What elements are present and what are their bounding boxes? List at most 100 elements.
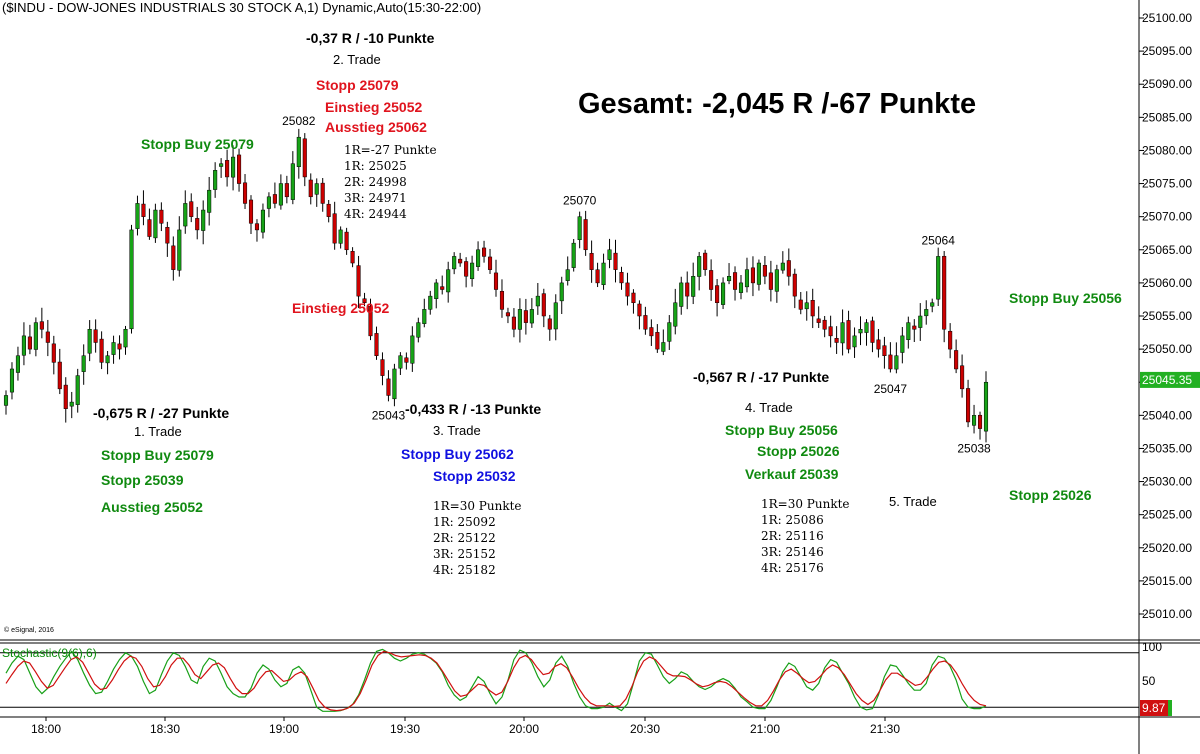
candle-body bbox=[936, 256, 941, 300]
candle-body bbox=[159, 209, 164, 224]
price-tick-label: 25020.00 bbox=[1142, 541, 1192, 555]
candle-body bbox=[499, 291, 505, 310]
candle-body bbox=[75, 375, 80, 405]
price-extreme-label: 25082 bbox=[282, 114, 316, 128]
candle-body bbox=[703, 252, 708, 270]
candle-body bbox=[386, 378, 391, 396]
time-tick-label: 19:00 bbox=[269, 722, 299, 736]
annotation-t1-title: 1. Trade bbox=[134, 424, 182, 439]
candle-body bbox=[428, 295, 433, 310]
candle-body bbox=[679, 282, 684, 307]
t4-rblock-line: 1R: 25086 bbox=[761, 513, 824, 527]
candle-body bbox=[284, 183, 289, 198]
candle-body bbox=[649, 327, 654, 337]
candle-body bbox=[535, 295, 540, 307]
candle-body bbox=[721, 282, 726, 305]
candle-body bbox=[948, 330, 953, 350]
candle-body bbox=[571, 242, 576, 268]
candle-body bbox=[248, 199, 254, 224]
annotation-t3-result: -0,433 R / -13 Punkte bbox=[405, 401, 542, 417]
t3-rblock-line: 4R: 25182 bbox=[433, 563, 496, 577]
candle-body bbox=[231, 156, 236, 178]
annotation-t4-verkauf: Verkauf 25039 bbox=[745, 466, 839, 482]
candle-body bbox=[314, 183, 319, 195]
candle-body bbox=[9, 368, 15, 393]
candle-body bbox=[278, 183, 283, 206]
candle-body bbox=[858, 328, 863, 334]
candle-body bbox=[332, 213, 337, 244]
candle-body bbox=[487, 256, 493, 270]
candle-body bbox=[977, 414, 983, 429]
candle-body bbox=[924, 309, 929, 317]
stochastic-panel: 100 50 9.87 bbox=[0, 640, 1172, 716]
candle-body bbox=[147, 219, 152, 237]
price-tick-label: 25060.00 bbox=[1142, 276, 1192, 290]
price-axis: 25010.00 25015.00 25020.00 25025.00 25030.00… bbox=[1139, 11, 1200, 621]
candle-body bbox=[738, 282, 744, 293]
price-extreme-label: 25043 bbox=[372, 408, 406, 422]
candle-body bbox=[350, 251, 355, 264]
chart-title: ($INDU - DOW-JONES INDUSTRIALS 30 STOCK … bbox=[2, 0, 482, 15]
candle-body bbox=[972, 415, 977, 426]
price-tick-label: 25090.00 bbox=[1142, 77, 1192, 91]
candle-body bbox=[123, 328, 128, 348]
price-tick-label: 25085.00 bbox=[1142, 110, 1192, 124]
candle-body bbox=[529, 309, 534, 324]
candle-body bbox=[452, 256, 457, 270]
candle-body bbox=[888, 354, 893, 370]
price-extreme-labels: 25082 25043 25070 25064 25047 25038 bbox=[282, 114, 991, 455]
t4-rblock-line: 4R: 25176 bbox=[761, 561, 824, 575]
candle-body bbox=[631, 292, 636, 304]
candle-body bbox=[93, 329, 98, 343]
candle-body bbox=[404, 357, 409, 363]
candle-body bbox=[828, 326, 833, 337]
stoch-last-box bbox=[1140, 700, 1168, 716]
price-tick-label: 25015.00 bbox=[1142, 574, 1192, 588]
candle-body bbox=[338, 229, 343, 244]
candle-body bbox=[368, 305, 373, 337]
candle-body bbox=[511, 316, 516, 330]
time-tick-label: 19:30 bbox=[390, 722, 420, 736]
candle-body bbox=[756, 262, 761, 285]
candle-body bbox=[541, 293, 546, 317]
last-price-box bbox=[1140, 371, 1200, 388]
annotation-t4-stoppbuy: Stopp Buy 25056 bbox=[725, 422, 838, 438]
candle-body bbox=[762, 265, 767, 277]
candle-body bbox=[661, 342, 666, 352]
candle-body bbox=[852, 335, 857, 348]
annotation-t2-result: -0,37 R / -10 Punkte bbox=[306, 30, 435, 46]
candle-body bbox=[129, 229, 134, 330]
annotation-t2-title: 2. Trade bbox=[333, 52, 381, 67]
time-tick-label: 21:00 bbox=[750, 722, 780, 736]
candle-body bbox=[470, 262, 475, 280]
candle-body bbox=[912, 325, 917, 330]
stoch-d-line bbox=[5, 650, 987, 712]
candle-body bbox=[792, 273, 797, 297]
candle-body bbox=[601, 262, 606, 286]
candle-body bbox=[326, 203, 331, 217]
candle-body bbox=[673, 302, 678, 327]
stoch-tick-label: 50 bbox=[1142, 674, 1156, 688]
t4-rblock-line: 2R: 25116 bbox=[761, 529, 824, 543]
candle-body bbox=[553, 302, 558, 330]
candle-body bbox=[744, 269, 750, 288]
candle-body bbox=[141, 203, 146, 217]
candle-body bbox=[816, 318, 821, 323]
candle-body bbox=[607, 249, 612, 260]
candle-body bbox=[900, 335, 905, 353]
candle-body bbox=[69, 401, 74, 407]
price-tick-label: 25025.00 bbox=[1142, 508, 1192, 522]
candle-body bbox=[834, 338, 839, 343]
candle-body bbox=[356, 265, 361, 297]
candle-body bbox=[45, 331, 50, 343]
candle-body bbox=[458, 258, 463, 264]
candle-body bbox=[57, 361, 62, 390]
candle-body bbox=[296, 136, 301, 168]
t3-rblock-line: 1R: 25092 bbox=[433, 515, 496, 529]
candles bbox=[3, 128, 989, 443]
annotation-t1-stoppbuy-top: Stopp Buy 25079 bbox=[141, 136, 254, 152]
candle-body bbox=[966, 388, 971, 423]
candle-body bbox=[434, 282, 439, 299]
candle-body bbox=[493, 272, 499, 290]
candle-body bbox=[798, 299, 803, 310]
